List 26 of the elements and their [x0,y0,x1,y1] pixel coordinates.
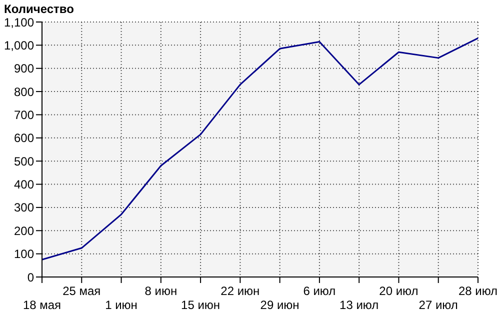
x-tick-label: 29 июн [260,298,300,312]
y-axis-title: Количество [4,2,74,16]
x-tick-label: 18 мая [22,298,62,312]
y-tick-label: 200 [14,224,34,238]
line-series [41,37,479,260]
x-tick-label: 6 июл [303,284,336,298]
y-tick-label: 600 [14,131,34,146]
x-tick-label: 25 мая [62,284,101,298]
y-tick-label: 1,100 [4,15,34,30]
y-tick-label: 0 [27,270,34,284]
x-tick-label: 15 июн [181,298,220,312]
y-tick-label: 400 [14,178,34,192]
y-tick-label: 800 [14,84,34,99]
y-tick-label: 500 [14,154,34,168]
x-tick-label: 8 июн [144,284,178,298]
y-tick-label: 300 [14,200,34,215]
x-tick-label: 1 июн [105,298,138,312]
x-tick-label: 28 июл [458,284,498,298]
y-tick-label: 900 [14,62,34,76]
y-tick-label: 700 [14,108,34,122]
x-tick-label: 20 июл [379,284,418,298]
x-tick-label: 13 июл [340,298,379,312]
y-tick-label: 1,000 [4,38,34,52]
x-tick-label: 27 июл [418,298,458,312]
y-tick-label: 100 [14,247,34,262]
x-tick-label: 22 июн [220,284,260,298]
